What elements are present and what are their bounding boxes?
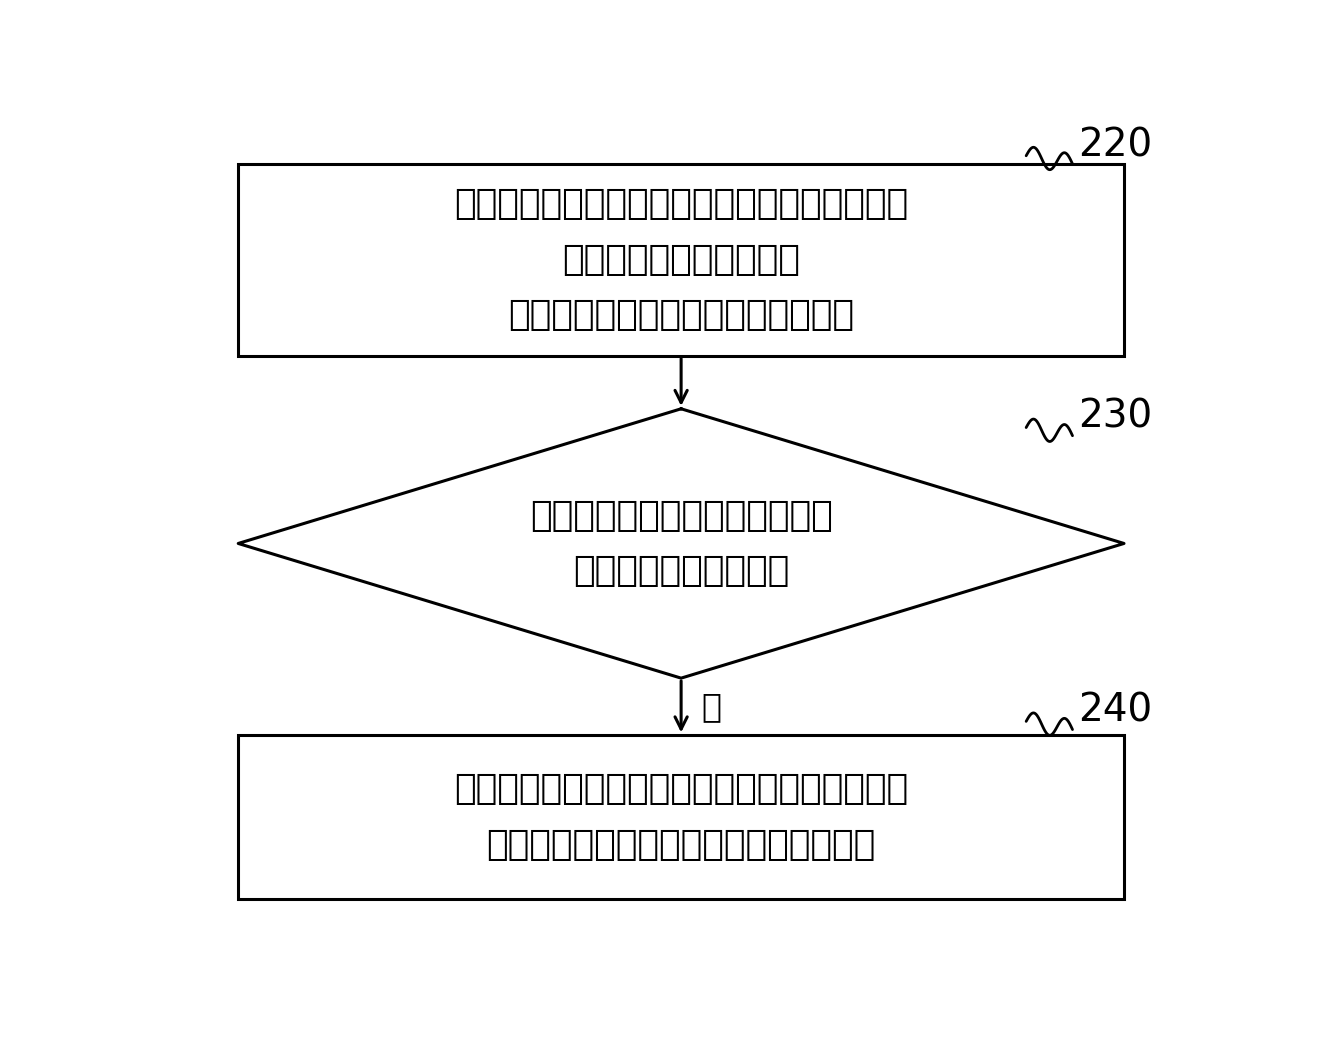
Text: 220: 220: [1078, 126, 1152, 164]
Polygon shape: [238, 164, 1124, 356]
Text: 响应于预设按键触发指令，确定预设按键触发指
令对应的预设业务场景及
与预设业务场景对应的目标操作系统: 响应于预设按键触发指令，确定预设按键触发指 令对应的预设业务场景及 与预设业务场…: [455, 188, 908, 333]
Text: 230: 230: [1078, 398, 1152, 436]
Text: 判断目标操作系统与当前运行的
初始操作系统是否相同: 判断目标操作系统与当前运行的 初始操作系统是否相同: [530, 498, 832, 588]
Text: 否: 否: [702, 690, 722, 723]
Text: 240: 240: [1078, 692, 1152, 729]
Polygon shape: [238, 736, 1124, 899]
Text: 若目标操作系统与当前运行的初始操作系统不同
，则将初始操作系统切换至目标操作系统: 若目标操作系统与当前运行的初始操作系统不同 ，则将初始操作系统切换至目标操作系统: [455, 772, 908, 862]
